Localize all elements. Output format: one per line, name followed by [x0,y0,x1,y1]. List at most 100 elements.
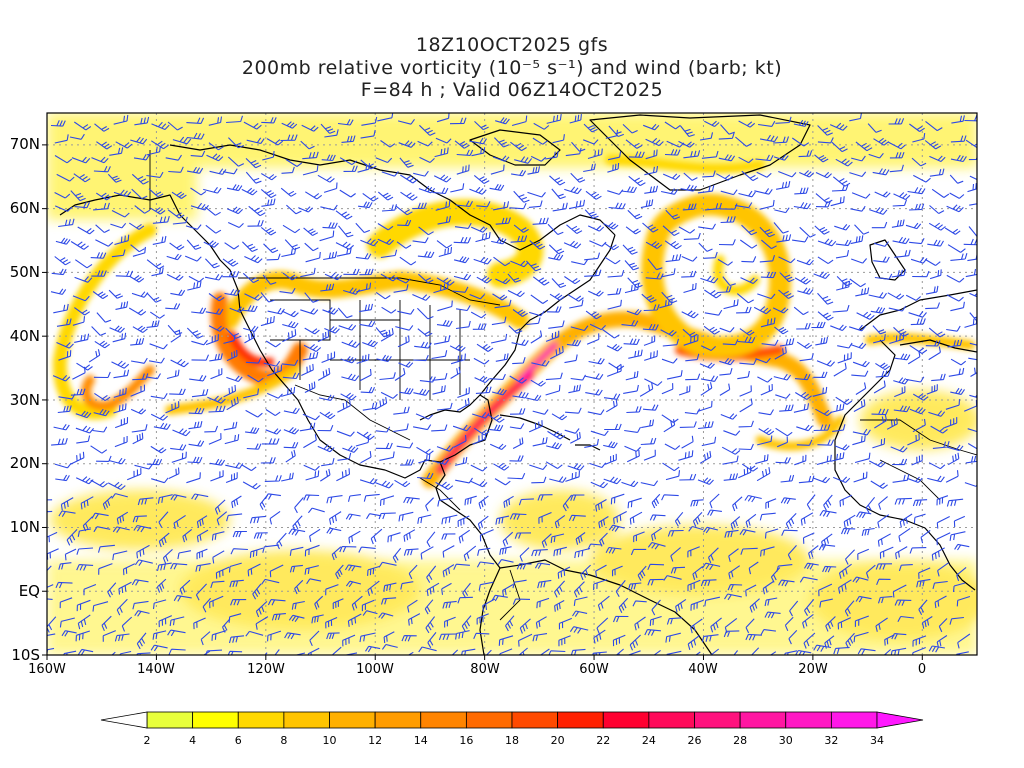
wind-barb [950,253,968,261]
wind-barb [150,393,168,400]
wind-barb [300,267,316,278]
wind-barb [320,283,335,292]
wind-barb [580,564,591,581]
wind-barb [56,318,72,327]
wind-barb [779,272,795,283]
wind-barb [718,239,736,246]
wind-barb [157,494,173,504]
wind-barb [130,337,145,346]
wind-barb [950,135,967,143]
wind-barb [587,543,603,550]
wind-barb [263,243,279,254]
wind-barb [264,652,268,655]
wind-barb [869,207,888,215]
wind-barb [132,325,148,333]
wind-barb [347,613,362,627]
wind-barb [887,292,905,300]
wind-barb [436,277,455,286]
wind-barb [875,370,891,378]
wind-barb [362,402,378,411]
wind-barb [302,413,320,421]
wind-barb [326,632,340,640]
wind-barb [950,358,967,366]
wind-barb [698,223,716,230]
wind-barb [455,477,473,484]
wind-barb [92,426,108,433]
wind-barb [54,192,71,199]
alaska-band [47,160,197,220]
wind-barb [132,432,144,445]
wind-barb [58,562,72,570]
wind-barb [947,452,960,466]
wind-barb [323,182,338,193]
wind-barb [736,306,752,314]
wind-barb [400,191,418,201]
wind-barb [956,595,971,607]
wind-barb [873,241,889,247]
wind-barb [701,436,717,447]
africa-west-coast [834,339,976,591]
wind-barb [488,424,504,432]
wind-barb [289,546,304,556]
wind-barb [76,599,91,612]
wind-barb [512,437,524,449]
wind-barb [607,162,620,173]
wind-barb [871,408,889,416]
wind-barb [718,154,736,162]
wind-barb [945,470,959,483]
lon-label-160w: 160W [28,662,66,677]
wind-barb [365,645,381,653]
wind-barb [936,532,951,546]
wind-barb [723,473,739,481]
europe-coast [859,289,977,331]
wind-barb [129,222,145,230]
wind-barb [470,226,488,233]
wind-barb [449,117,467,125]
wind-barb [911,157,927,167]
wind-barb [431,458,450,465]
wind-barb [341,373,360,382]
wind-barb [950,387,965,395]
wind-barb [927,475,945,483]
wind-barb [454,140,470,149]
equatorial-patch-2 [590,525,810,595]
wind-barb [320,468,331,482]
wind-barb [851,192,871,199]
wind-barb [457,596,473,604]
wind-barb [913,393,929,401]
wind-barb [681,255,698,262]
wind-barb [266,253,281,261]
wind-barb [873,137,890,146]
wind-barb [890,445,908,453]
wind-barb [875,563,893,570]
wind-barb [736,293,754,304]
wind-barb [210,470,224,482]
wind-barb [392,547,402,563]
wind-barb [739,358,757,365]
wind-barb [241,464,257,472]
wind-barb [146,292,162,303]
wind-barb [271,613,286,621]
wind-barb [223,334,236,344]
wind-barb [661,268,676,278]
wind-barb [381,306,397,314]
wind-barb [112,526,130,533]
wind-barb [495,278,511,285]
wind-barb [530,330,543,344]
wind-barb [845,632,855,649]
wind-barb [59,597,73,609]
wind-barb [570,325,589,332]
wind-barb [359,368,372,382]
wind-barb [208,433,222,445]
wind-barb [324,272,342,281]
colorbar-box [374,711,422,729]
wind-barb [168,648,186,655]
wind-barb [861,527,875,537]
wind-barb [888,305,907,312]
wind-barb [116,511,129,525]
wind-barb [338,225,354,238]
wind-barb [549,476,567,483]
wind-barb [633,531,645,543]
wind-barb [949,174,964,184]
